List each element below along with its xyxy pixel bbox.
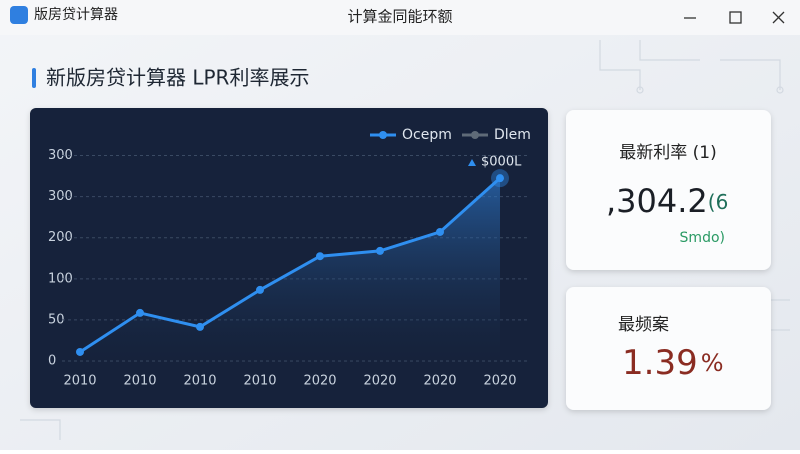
window-title: 计算金同能环额 [347, 8, 452, 26]
rate-card [566, 110, 771, 270]
point [196, 322, 204, 331]
y-tick-label: 300 [48, 148, 73, 163]
title-bar [0, 0, 800, 35]
decoration [20, 40, 790, 440]
heading: 新版房贷计算器 LPR利率展示 [46, 66, 309, 90]
y-tick-label: 50 [48, 312, 65, 327]
frequency-card [566, 287, 771, 410]
legend-label: Ocepm [402, 127, 452, 143]
value: 1.39 [622, 343, 698, 383]
card-value: 1.39% [622, 343, 724, 383]
x-tick-label: 2010 [183, 374, 216, 389]
x-tick-label: 2020 [483, 374, 516, 389]
y-tick-label: 100 [48, 271, 73, 286]
annotation: $000L [481, 155, 522, 170]
legend-marker [471, 131, 479, 139]
point [436, 227, 444, 236]
x-tick-label: 2020 [363, 374, 396, 389]
value-suffix: (6 [708, 190, 729, 214]
annotation-marker [468, 159, 476, 166]
x-tick-label: 2010 [243, 374, 276, 389]
point [376, 246, 384, 255]
app-name: 版房贷计算器 [34, 7, 118, 23]
point [316, 252, 324, 261]
card-title: 最频案 [618, 315, 669, 335]
card-note: Smdo) [680, 230, 725, 246]
y-tick-label: 0 [48, 354, 56, 369]
maximize-button[interactable] [729, 11, 742, 24]
line [79, 177, 502, 354]
area [80, 178, 500, 361]
card-title: 最新利率 (1) [619, 143, 716, 163]
x-tick-label: 2010 [63, 374, 96, 389]
legend-label: Dlem [494, 127, 531, 143]
close-button[interactable] [772, 11, 785, 24]
y-tick-label: 300 [48, 189, 73, 204]
value: ,304.2 [606, 182, 708, 220]
app-icon [10, 6, 28, 24]
unit: % [701, 349, 724, 377]
point [76, 347, 84, 356]
x-tick-label: 2020 [303, 374, 336, 389]
heading-accent [32, 68, 36, 88]
card-value: ,304.2(6 [606, 182, 728, 220]
point [136, 308, 144, 317]
point [496, 174, 504, 183]
y-tick-label: 200 [48, 230, 73, 245]
x-tick-label: 2010 [123, 374, 156, 389]
point [256, 285, 264, 294]
legend-marker [379, 131, 387, 139]
x-tick-label: 2020 [423, 374, 456, 389]
